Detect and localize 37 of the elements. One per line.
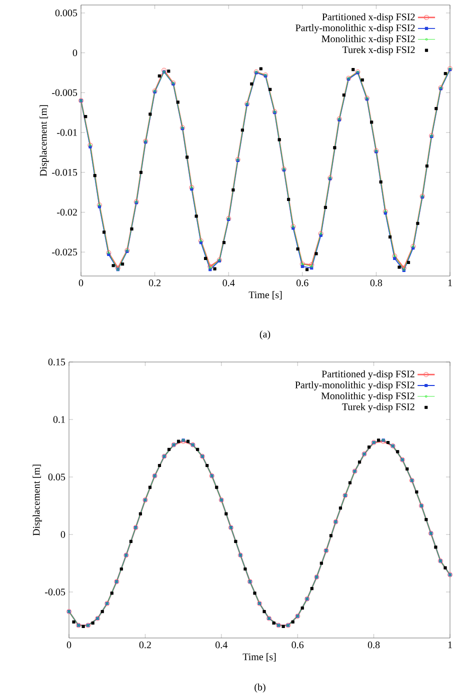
y-axis-title: Displacement [m]: [40, 105, 49, 176]
y-axis-title: Displacement [m]: [32, 464, 42, 536]
x-tick-label: 0.2: [139, 642, 151, 648]
x-tick-label: 0.4: [216, 642, 228, 648]
x-axis-title: Time [s]: [242, 653, 276, 662]
y-tick-label: -0.02: [57, 208, 77, 216]
legend-label: Monolithic x-disp FSI2: [322, 35, 415, 44]
y-tick-label: 0.1: [53, 416, 65, 423]
legend-label: Partly-monolithic x-disp FSI2: [296, 24, 415, 34]
x-tick-label: 0.8: [368, 642, 380, 648]
y-tick-label: 0: [72, 49, 78, 56]
x-axis-title: Time [s]: [248, 291, 282, 300]
x-tick-label: 0: [78, 280, 84, 286]
x-tick-label: 1: [448, 280, 452, 286]
y-tick-label: 0: [60, 531, 66, 538]
legend-label: Monolithic y-disp FSI2: [321, 392, 414, 402]
x-tick-label: 0.8: [370, 280, 382, 286]
legend-label: Partitioned y-disp FSI2: [322, 370, 414, 380]
legend-label: Turek y-disp FSI2: [342, 403, 414, 412]
x-tick-label: 0.4: [222, 280, 235, 286]
text: (b): [254, 683, 266, 693]
y-tick-label: 0.005: [55, 10, 78, 16]
x-tick-label: 0.6: [292, 642, 304, 648]
y-tick-label: -0.025: [52, 248, 78, 256]
legend-label: Turek x-disp FSI2: [342, 46, 415, 56]
y-tick-label: 0.05: [48, 474, 66, 480]
x-tick-label: 1: [448, 642, 452, 648]
text: (a): [260, 330, 270, 340]
y-tick-label: -0.01: [57, 129, 77, 136]
legend-label: Partitioned x-disp FSI2: [322, 13, 415, 22]
x-tick-label: 0.2: [148, 280, 161, 286]
y-tick-label: 0.15: [48, 358, 66, 366]
y-tick-label: -0.005: [52, 89, 78, 96]
y-tick-label: -0.015: [52, 168, 78, 176]
y-tick-label: -0.05: [45, 588, 66, 596]
legend-label: Partly-monolithic y-disp FSI2: [295, 381, 414, 390]
x-tick-label: 0.6: [296, 280, 308, 286]
